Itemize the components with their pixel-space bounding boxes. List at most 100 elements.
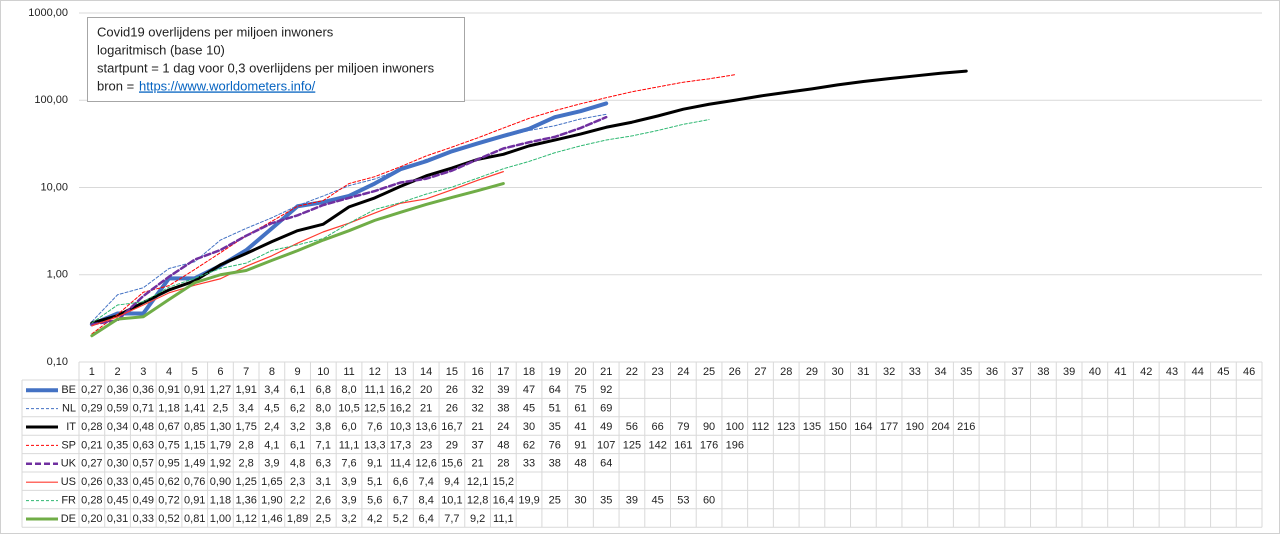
data-label: 1,18 — [210, 495, 231, 507]
data-label: 0,62 — [158, 476, 179, 488]
data-label: 51 — [549, 403, 561, 415]
data-label: 26 — [446, 384, 458, 396]
data-label: 3,4 — [239, 403, 254, 415]
data-label: 41 — [574, 421, 586, 433]
data-label: 177 — [880, 421, 898, 433]
data-label: 2,4 — [264, 421, 279, 433]
data-label: 0,71 — [133, 403, 154, 415]
data-label: 2,3 — [290, 476, 305, 488]
data-label: 3,9 — [264, 458, 279, 470]
data-label: 1,12 — [235, 513, 256, 525]
data-label: 0,29 — [81, 403, 102, 415]
series-line — [91, 171, 504, 327]
data-label: 2,5 — [213, 403, 228, 415]
data-label: 1,46 — [261, 513, 282, 525]
x-tick-label: 13 — [394, 366, 406, 378]
data-label: 21 — [420, 403, 432, 415]
x-tick-label: 15 — [446, 366, 458, 378]
data-label: 8,0 — [316, 403, 331, 415]
data-label: 1,41 — [184, 403, 205, 415]
series-line — [90, 69, 968, 325]
y-tick-label: 100,00 — [34, 94, 68, 106]
data-label: 25 — [549, 495, 561, 507]
data-label: 5,1 — [367, 476, 382, 488]
x-tick-label: 21 — [600, 366, 612, 378]
data-label: 11,1 — [493, 513, 514, 525]
legend-label: IT — [66, 421, 76, 433]
x-tick-label: 4 — [166, 366, 172, 378]
data-label: 16,7 — [441, 421, 462, 433]
x-tick-label: 14 — [420, 366, 432, 378]
data-label: 3,1 — [316, 476, 331, 488]
x-tick-label: 24 — [677, 366, 689, 378]
data-label: 1,15 — [184, 439, 205, 451]
data-label: 0,48 — [133, 421, 154, 433]
data-label: 16,2 — [390, 403, 411, 415]
data-label: 0,31 — [107, 513, 128, 525]
data-label: 6,8 — [316, 384, 331, 396]
data-label: 0,91 — [158, 384, 179, 396]
x-tick-label: 44 — [1192, 366, 1204, 378]
data-label: 15,6 — [441, 458, 462, 470]
data-label: 4,8 — [290, 458, 305, 470]
data-label: 1,25 — [235, 476, 256, 488]
data-label: 135 — [803, 421, 821, 433]
data-label: 23 — [420, 439, 432, 451]
data-label: 56 — [626, 421, 638, 433]
data-label: 0,90 — [210, 476, 231, 488]
data-label: 33 — [523, 458, 535, 470]
data-label: 26 — [446, 403, 458, 415]
data-label: 107 — [597, 439, 615, 451]
data-label: 3,9 — [341, 495, 356, 507]
x-tick-label: 41 — [1114, 366, 1126, 378]
data-label: 1,30 — [210, 421, 231, 433]
series-line — [89, 101, 609, 327]
title-box: Covid19 overlijdens per miljoen inwoners… — [87, 17, 465, 102]
data-label: 3,4 — [264, 384, 279, 396]
legend-label: BE — [61, 384, 76, 396]
x-tick-label: 35 — [960, 366, 972, 378]
data-label: 0,27 — [81, 384, 102, 396]
data-label: 176 — [700, 439, 718, 451]
x-tick-label: 36 — [986, 366, 998, 378]
legend-label: FR — [61, 495, 76, 507]
y-tick-label: 10,00 — [40, 181, 68, 193]
data-label: 20 — [420, 384, 432, 396]
data-label: 4,2 — [367, 513, 382, 525]
x-tick-label: 22 — [626, 366, 638, 378]
data-label: 48 — [497, 439, 509, 451]
x-tick-label: 34 — [934, 366, 946, 378]
data-label: 4,5 — [264, 403, 279, 415]
data-label: 2,6 — [316, 495, 331, 507]
data-label: 66 — [652, 421, 664, 433]
data-label: 45 — [652, 495, 664, 507]
data-label: 1,36 — [235, 495, 256, 507]
data-label: 16,2 — [390, 384, 411, 396]
data-label: 0,27 — [81, 458, 102, 470]
x-tick-label: 23 — [652, 366, 664, 378]
x-tick-label: 11 — [343, 366, 354, 378]
annotation: startpunt = 1 dag voor 0,3 overlijdens p… — [97, 60, 435, 75]
data-label: 7,4 — [419, 476, 434, 488]
data-label: 64 — [549, 384, 561, 396]
data-label: 0,34 — [107, 421, 128, 433]
source-link[interactable]: https://www.worldometers.info/ — [139, 78, 316, 93]
x-tick-label: 10 — [317, 366, 329, 378]
data-label: 0,59 — [107, 403, 128, 415]
data-label: 3,8 — [316, 421, 331, 433]
data-label: 12,6 — [415, 458, 436, 470]
source-label: bron = — [97, 78, 134, 93]
data-label: 47 — [523, 384, 535, 396]
data-label: 6,6 — [393, 476, 408, 488]
data-label: 38 — [497, 403, 509, 415]
x-tick-label: 2 — [115, 366, 121, 378]
x-tick-label: 8 — [269, 366, 275, 378]
data-label: 0,81 — [184, 513, 205, 525]
data-label: 123 — [777, 421, 795, 433]
x-tick-label: 46 — [1243, 366, 1255, 378]
data-label: 9,4 — [444, 476, 459, 488]
legend-label: SP — [61, 439, 76, 451]
data-label: 21 — [471, 421, 483, 433]
x-tick-label: 16 — [471, 366, 483, 378]
